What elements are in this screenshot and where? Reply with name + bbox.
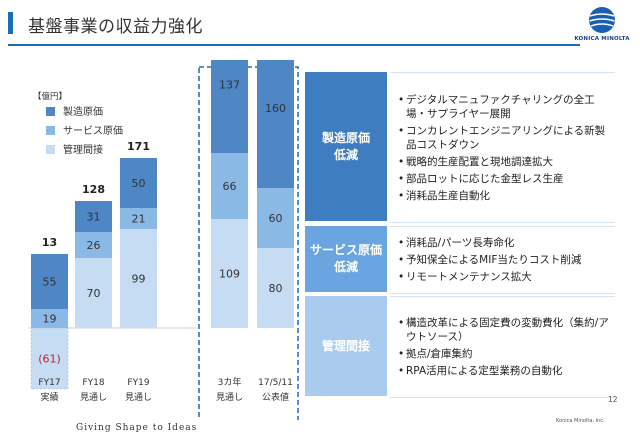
category-sublabel: 見通し <box>80 392 107 403</box>
strategy-panel: 製造原価低減デジタルマニュファクチャリングの全工場・サプライヤー展開コンカレント… <box>305 72 615 223</box>
bar-segment <box>120 229 157 328</box>
panel-heading-line: サービス原価 <box>309 243 382 257</box>
bar-total-label: 128 <box>82 183 105 196</box>
panel-bullet-item: RPA活用による定型業務の自動化 <box>398 364 609 378</box>
bar-value-label: 55 <box>43 276 57 289</box>
bar-total-label: 13 <box>42 236 57 249</box>
highlight-box <box>198 66 299 420</box>
bar-segment <box>257 60 294 188</box>
bar-segment <box>75 258 112 328</box>
bar-segment <box>120 208 157 229</box>
panel-bullet-item: コンカレントエンジニアリングによる新製品コストダウン <box>398 124 609 152</box>
category-label: 17/5/11 <box>258 378 293 388</box>
legend-swatch <box>46 145 55 154</box>
bar-segment <box>31 309 68 328</box>
bar-value-label: 66 <box>223 180 237 193</box>
panel-bullet-list: 消耗品/パーツ長寿命化予知保全によるMIF当たりコスト削減リモートメンテナンス拡… <box>398 233 609 287</box>
category-sublabel: 見通し <box>216 392 243 403</box>
panel-bullet-item: 部品ロットに応じた金型レス生産 <box>398 172 609 186</box>
panel-bullet-item: 消耗品生産自動化 <box>398 189 609 203</box>
bar-segment <box>257 188 294 248</box>
company-logo: KONICA MINOLTA <box>572 6 632 48</box>
bar-value-label: 31 <box>87 211 101 224</box>
panel-bullet-item: 構造改革による固定費の変動費化（集約/アウトソース） <box>398 316 609 344</box>
panel-bullet-item: リモートメンテナンス拡大 <box>398 270 609 284</box>
bar-value-label: 26 <box>87 239 101 252</box>
panel-body: 消耗品/パーツ長寿命化予知保全によるMIF当たりコスト削減リモートメンテナンス拡… <box>390 226 615 294</box>
page-title: 基盤事業の収益力強化 <box>28 17 203 37</box>
bar-segment <box>120 158 157 208</box>
bar-value-label: 60 <box>269 212 283 225</box>
bar-value-label-negative: (61) <box>38 353 61 366</box>
bar-segment <box>31 254 68 309</box>
bar-total-label: 171 <box>127 140 150 153</box>
category-sublabel: 実績 <box>40 391 58 403</box>
bar-segment <box>211 153 248 219</box>
legend-label: 製造原価 <box>63 105 103 118</box>
title-accent <box>8 12 13 34</box>
strategy-panel: 管理間接 構造改革による固定費の変動費化（集約/アウトソース） 拠点/倉庫集約 RPA… <box>305 296 615 398</box>
logo-text: KONICA MINOLTA <box>574 36 630 42</box>
legend-label: サービス原価 <box>63 124 123 137</box>
panel-body: 構造改革による固定費の変動費化（集約/アウトソース） 拠点/倉庫集約 RPA活用によ… <box>390 296 615 398</box>
bar-segment <box>257 248 294 328</box>
panel-bullet-item: 予知保全によるMIF当たりコスト削減 <box>398 253 609 267</box>
panel-bullet-list: 構造改革による固定費の変動費化（集約/アウトソース） 拠点/倉庫集約 RPA活用によ… <box>398 313 609 381</box>
bar-value-label: 70 <box>87 287 101 300</box>
category-label: 3カ年 <box>218 376 242 388</box>
panel-heading: サービス原価 低減 <box>305 226 387 292</box>
title-bar: 基盤事業の収益力強化 <box>0 0 640 46</box>
footer-slogan: Giving Shape to Ideas <box>76 423 198 433</box>
bar-value-label: 137 <box>219 79 240 92</box>
bar-segment <box>211 60 248 153</box>
panel-bullet-item: 戦略的生産配置と現地調達拡大 <box>398 155 609 169</box>
globe-logo-icon <box>589 7 615 33</box>
category-sublabel: 見通し <box>125 392 152 403</box>
panel-body: デジタルマニュファクチャリングの全工場・サプライヤー展開コンカレントエンジニアリ… <box>390 72 615 223</box>
bar-segment <box>75 232 112 258</box>
panel-heading-line: 低減 <box>333 147 358 162</box>
category-sublabel: 公表値 <box>262 391 289 403</box>
panel-bullet-item: 消耗品/パーツ長寿命化 <box>398 236 609 250</box>
bar-value-label: 160 <box>265 102 286 115</box>
bar-segment <box>211 219 248 328</box>
bar-segment <box>75 201 112 232</box>
title-rule <box>8 44 580 46</box>
panel-heading-line: 管理間接 <box>321 338 370 353</box>
category-label: FY19 <box>127 378 149 388</box>
legend-label: 管理間接 <box>63 143 103 156</box>
bar-value-label: 21 <box>132 213 146 226</box>
panel-bullet-list: デジタルマニュファクチャリングの全工場・サプライヤー展開コンカレントエンジニアリ… <box>398 90 609 206</box>
legend-swatch <box>46 107 55 116</box>
bar-value-label: 19 <box>43 313 57 326</box>
bar-segment-negative <box>30 327 69 390</box>
panel-heading: 製造原価 低減 <box>305 72 387 221</box>
strategy-panel: サービス原価低減消耗品/パーツ長寿命化予知保全によるMIF当たりコスト削減リモー… <box>305 226 615 294</box>
panel-bullet-item: 拠点/倉庫集約 <box>398 347 609 361</box>
panel-bullet-item: デジタルマニュファクチャリングの全工場・サプライヤー展開 <box>398 93 609 121</box>
page-number: 12 <box>608 395 618 404</box>
legend-swatch <box>46 126 55 135</box>
footer-corp: Konica Minolta, Inc. <box>556 418 605 424</box>
panel-heading-line: 製造原価 <box>321 130 370 145</box>
category-label: FY18 <box>82 378 104 388</box>
bar-value-label: 50 <box>132 177 146 190</box>
unit-label: 【億円】 <box>33 91 67 102</box>
category-label: FY17 <box>38 378 60 388</box>
bar-value-label: 80 <box>269 282 283 295</box>
panel-heading-line: 低減 <box>333 260 358 274</box>
bar-value-label: 99 <box>132 273 146 286</box>
bar-value-label: 109 <box>219 268 240 281</box>
panel-heading: 管理間接 <box>305 296 387 396</box>
